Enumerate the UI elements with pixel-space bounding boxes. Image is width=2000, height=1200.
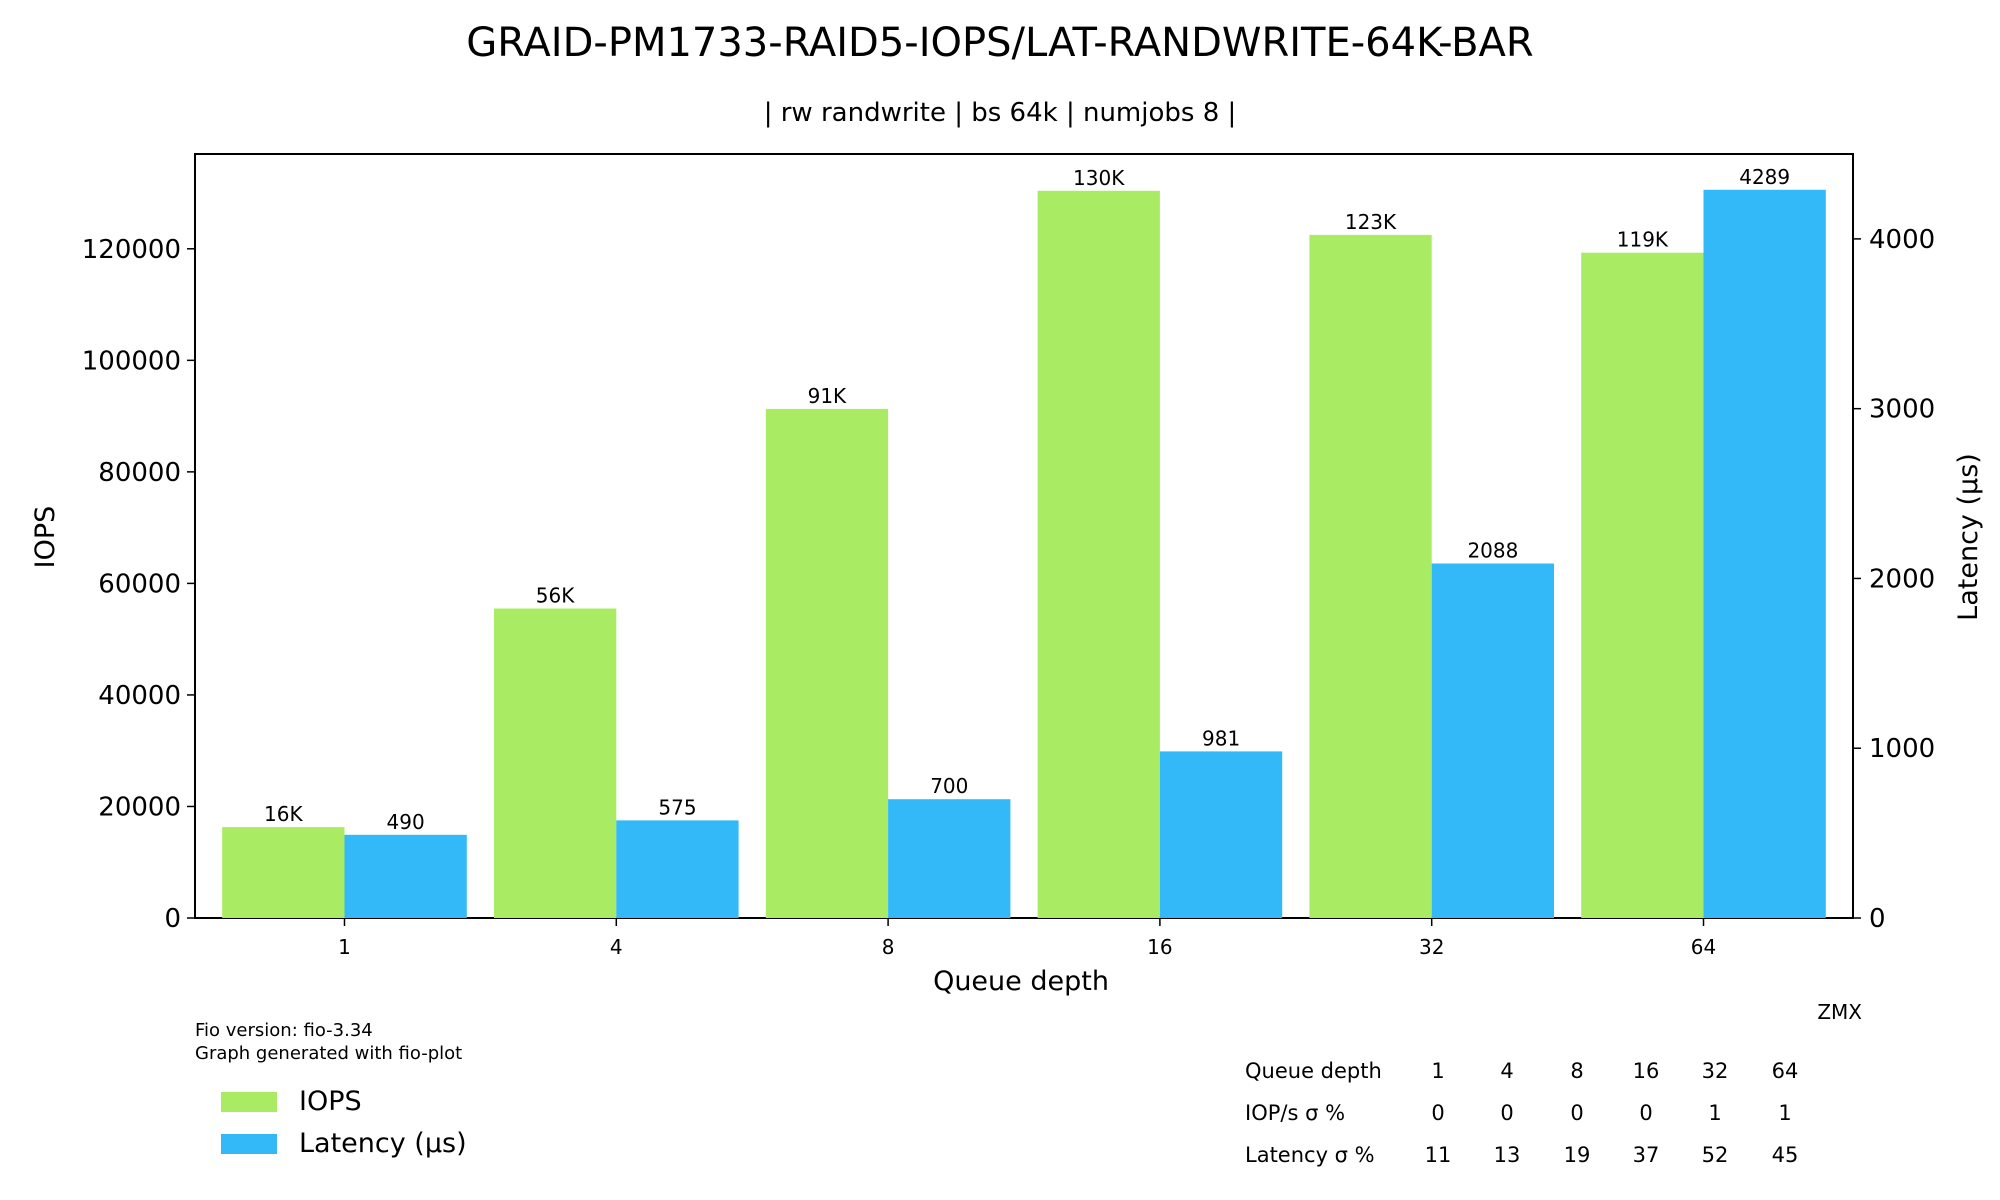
stats-row-label: Latency σ % bbox=[1245, 1143, 1375, 1167]
y-right-tick-label: 0 bbox=[1869, 904, 1886, 934]
latency-data-label-1: 490 bbox=[387, 810, 425, 834]
chart-title: GRAID-PM1733-RAID5-IOPS/LAT-RANDWRITE-64… bbox=[466, 20, 1533, 66]
legend-label-iops: IOPS bbox=[299, 1086, 362, 1117]
latency-bar-4 bbox=[616, 820, 739, 918]
stats-cell: 11 bbox=[1425, 1143, 1452, 1167]
iops-bar-1 bbox=[222, 827, 345, 918]
latency-data-label-4: 575 bbox=[658, 795, 696, 819]
stats-cell: 13 bbox=[1494, 1143, 1521, 1167]
iops-data-label-16: 130K bbox=[1073, 166, 1125, 190]
iops-bar-8 bbox=[765, 408, 889, 918]
legend: IOPS Latency (µs) bbox=[221, 1086, 467, 1159]
iops-bar-4 bbox=[494, 608, 617, 918]
stats-cell: 0 bbox=[1431, 1101, 1444, 1125]
iops-bar-32 bbox=[1309, 234, 1432, 918]
fio-version-note: Fio version: fio-3.34 bbox=[195, 1020, 373, 1041]
y-left-tick-label: 0 bbox=[164, 904, 181, 934]
stats-cell: 19 bbox=[1564, 1143, 1591, 1167]
x-tick-label: 16 bbox=[1147, 935, 1172, 959]
x-tick-label: 1 bbox=[338, 935, 351, 959]
iops-data-label-32: 123K bbox=[1345, 210, 1397, 234]
stats-cell: 8 bbox=[1570, 1059, 1583, 1083]
plot-frame bbox=[194, 153, 1854, 919]
stats-row-label: Queue depth bbox=[1245, 1059, 1382, 1083]
iops-data-label-4: 56K bbox=[536, 584, 575, 608]
stats-cell: 64 bbox=[1772, 1059, 1799, 1083]
stats-cell: 1 bbox=[1708, 1101, 1721, 1125]
stats-cell: 52 bbox=[1702, 1143, 1729, 1167]
author-note: ZMX bbox=[1817, 1000, 1862, 1024]
stats-cell: 0 bbox=[1500, 1101, 1513, 1125]
axes-layer: 0 20000 40000 60000 80000 100000 120000 0 1000 20… bbox=[82, 153, 1935, 959]
stats-cell: 4 bbox=[1500, 1059, 1513, 1083]
stats-cell: 1 bbox=[1778, 1101, 1791, 1125]
x-tick-label: 8 bbox=[882, 935, 895, 959]
y-left-tick-label: 40000 bbox=[98, 681, 181, 711]
latency-bar-16 bbox=[1159, 751, 1283, 918]
y-right-tick-label: 2000 bbox=[1869, 564, 1935, 594]
stats-cell: 37 bbox=[1633, 1143, 1660, 1167]
y-left-tick-label: 60000 bbox=[98, 569, 181, 599]
latency-data-label-64: 4289 bbox=[1739, 165, 1790, 189]
legend-swatch-latency bbox=[221, 1134, 277, 1154]
iops-data-label-64: 119K bbox=[1617, 228, 1669, 252]
legend-swatch-iops bbox=[221, 1092, 277, 1112]
latency-data-label-16: 981 bbox=[1202, 726, 1240, 750]
y-left-tick-label: 20000 bbox=[98, 792, 181, 822]
stats-cell: 32 bbox=[1702, 1059, 1729, 1083]
stats-cell: 45 bbox=[1772, 1143, 1799, 1167]
latency-bar-1 bbox=[344, 834, 467, 918]
iops-bar-16 bbox=[1037, 190, 1160, 919]
iops-data-label-1: 16K bbox=[264, 802, 303, 826]
iops-bar-64 bbox=[1581, 252, 1704, 918]
y-right-tick-label: 3000 bbox=[1869, 395, 1935, 425]
stats-row-label: IOP/s σ % bbox=[1245, 1101, 1345, 1125]
chart-subtitle: | rw randwrite | bs 64k | numjobs 8 | bbox=[764, 98, 1237, 128]
y-right-tick-label: 1000 bbox=[1869, 734, 1935, 764]
latency-bar-32 bbox=[1431, 563, 1554, 918]
y-left-tick-label: 100000 bbox=[82, 346, 181, 376]
stats-cell: 1 bbox=[1431, 1059, 1444, 1083]
x-tick-label: 64 bbox=[1691, 935, 1716, 959]
iops-data-label-8: 91K bbox=[808, 384, 847, 408]
stats-cell: 0 bbox=[1639, 1101, 1652, 1125]
fio-plot-note: Graph generated with fio-plot bbox=[195, 1043, 462, 1064]
y-left-tick-label: 120000 bbox=[82, 235, 181, 265]
y-left-tick-label: 80000 bbox=[98, 458, 181, 488]
latency-bar-8 bbox=[888, 799, 1011, 918]
stats-cell: 16 bbox=[1633, 1059, 1660, 1083]
y-right-tick-label: 4000 bbox=[1869, 225, 1935, 255]
latency-bar-64 bbox=[1703, 189, 1826, 919]
x-tick-label: 32 bbox=[1419, 935, 1444, 959]
x-tick-label: 4 bbox=[610, 935, 623, 959]
y-axis-label-right: Latency (µs) bbox=[1953, 453, 1984, 621]
latency-data-label-8: 700 bbox=[930, 774, 968, 798]
latency-data-label-32: 2088 bbox=[1467, 539, 1518, 563]
y-axis-label-left: IOPS bbox=[30, 506, 61, 569]
stats-cell: 0 bbox=[1570, 1101, 1583, 1125]
bars-layer: 16K 56K 91K 130K 123K 119K 490 575 700 981 2088 428… bbox=[222, 165, 1826, 919]
legend-label-latency: Latency (µs) bbox=[299, 1128, 467, 1159]
x-axis-label: Queue depth bbox=[933, 966, 1109, 997]
